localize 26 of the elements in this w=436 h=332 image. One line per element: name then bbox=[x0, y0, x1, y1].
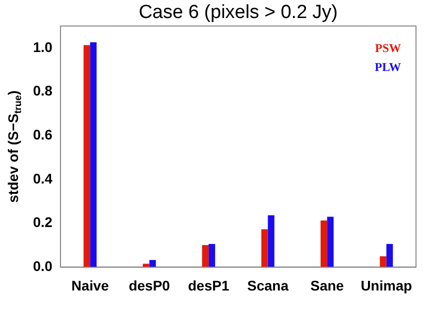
bar bbox=[327, 216, 334, 268]
x-tick-label: Scana bbox=[247, 277, 289, 294]
bar bbox=[386, 244, 393, 268]
bar bbox=[320, 220, 328, 268]
bar bbox=[202, 245, 209, 268]
text: PSW bbox=[374, 41, 401, 56]
x-tick-label: desP1 bbox=[188, 277, 230, 294]
y-tick-label: 0.4 bbox=[32, 170, 53, 186]
bar bbox=[268, 215, 274, 268]
bar bbox=[84, 45, 90, 268]
x-tick-label: desP0 bbox=[128, 277, 170, 294]
y-tick-label: 0.0 bbox=[32, 258, 53, 274]
bar bbox=[208, 244, 216, 268]
bar bbox=[90, 42, 97, 268]
chart-title: Case 6 (pixels > 0.2 Jy) bbox=[138, 2, 338, 24]
y-axis-title: stdev of (S−Strue) bbox=[4, 90, 24, 203]
bar bbox=[261, 229, 268, 268]
x-tick-label: Unimap bbox=[360, 277, 412, 294]
y-tick-label: 0.6 bbox=[32, 126, 53, 142]
y-tick-label: 0.8 bbox=[32, 82, 53, 99]
x-tick-label: Naive bbox=[71, 277, 109, 294]
text: PLW bbox=[374, 60, 401, 74]
bar bbox=[380, 256, 386, 268]
y-tick-label: 1.0 bbox=[32, 38, 53, 55]
y-tick-label: 0.2 bbox=[32, 214, 53, 230]
x-tick-label: Sane bbox=[310, 277, 344, 294]
